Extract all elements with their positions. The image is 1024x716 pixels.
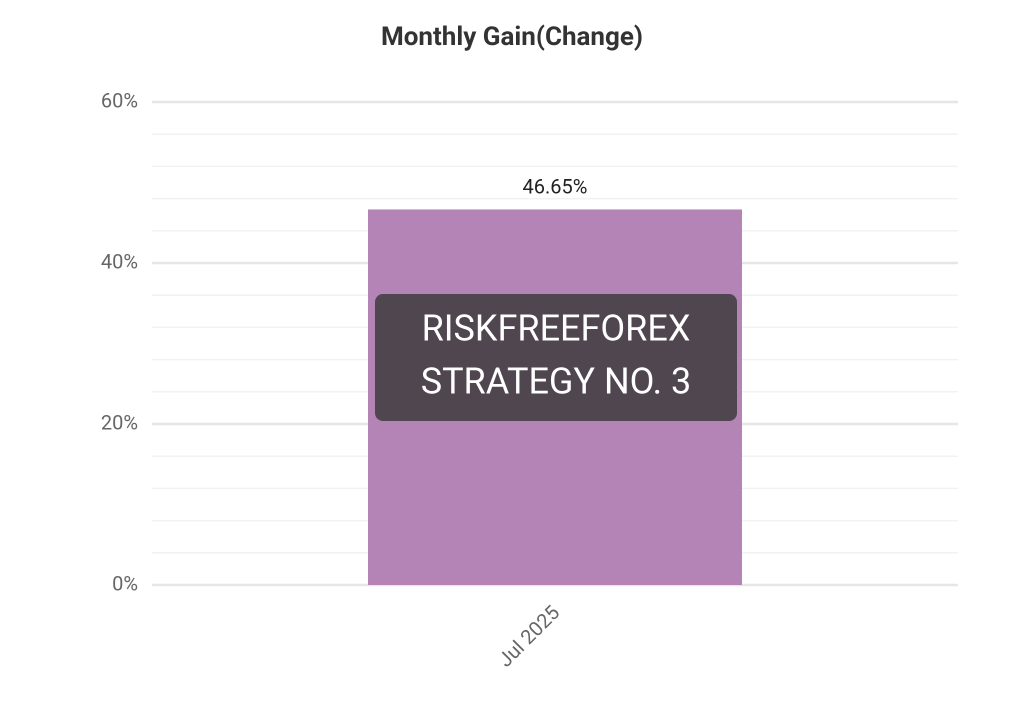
value-label: 46.65% [523, 175, 588, 199]
watermark: RISKFREEFOREX STRATEGY NO. 3 [375, 294, 737, 421]
watermark-text: RISKFREEFOREX [422, 308, 691, 350]
watermark-text: STRATEGY NO. 3 [421, 361, 692, 403]
y-tick-label: 0% [112, 571, 138, 595]
y-tick-label: 20% [101, 410, 138, 434]
x-tick-label: Jul 2025 [493, 600, 564, 671]
y-tick-label: 40% [101, 249, 138, 273]
watermark-box [375, 294, 737, 421]
chart-title: Monthly Gain(Change) [381, 22, 643, 52]
y-tick-label: 60% [101, 88, 138, 112]
